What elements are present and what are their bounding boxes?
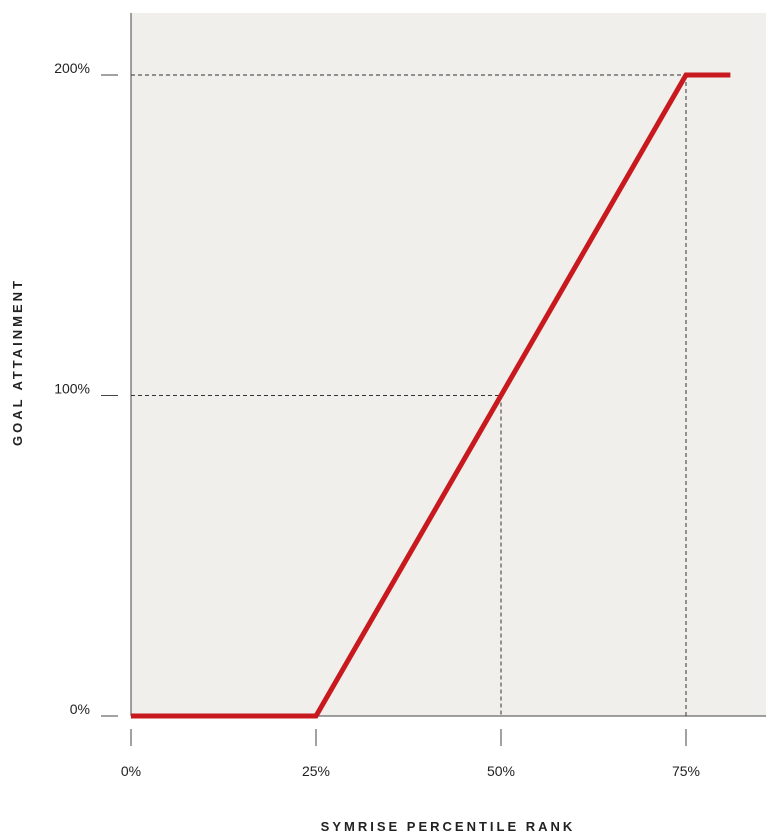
y-tick-label: 200% xyxy=(54,60,90,76)
x-tick-label: 0% xyxy=(121,763,141,779)
x-axis-ticks: 0% 25% 50% 75% xyxy=(121,729,700,779)
x-tick-label: 50% xyxy=(487,763,515,779)
y-tick-label: 100% xyxy=(54,381,90,397)
y-axis-ticks: 0% 100% 200% xyxy=(54,60,118,717)
x-tick-label: 75% xyxy=(672,763,700,779)
reference-lines xyxy=(131,74,687,716)
x-axis-title: SYMRISE PERCENTILE RANK xyxy=(321,819,576,833)
y-tick-label: 0% xyxy=(70,701,90,717)
x-tick-label: 25% xyxy=(302,763,330,779)
series-line-goal-attainment xyxy=(131,72,731,719)
y-axis-title: GOAL ATTAINMENT xyxy=(10,278,25,446)
series-group xyxy=(131,72,731,719)
plot-background xyxy=(131,13,766,716)
